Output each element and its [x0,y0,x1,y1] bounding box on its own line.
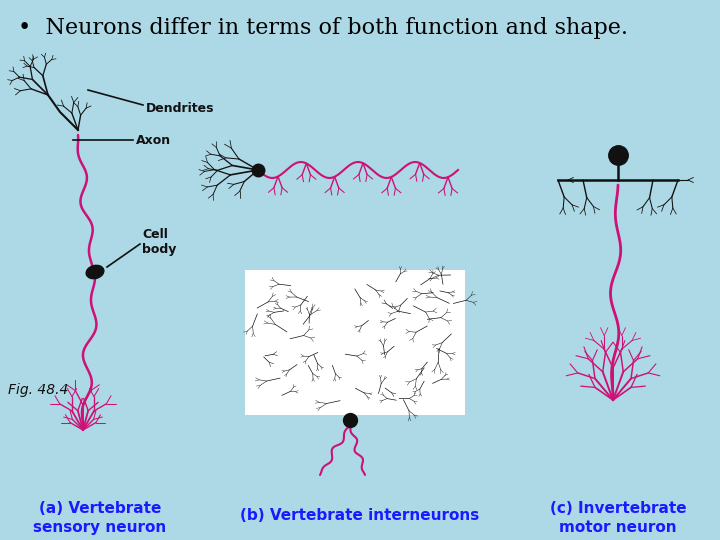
Text: (a) Vertebrate
sensory neuron: (a) Vertebrate sensory neuron [33,501,166,535]
Text: (b) Vertebrate interneurons: (b) Vertebrate interneurons [240,508,480,523]
Text: Axon: Axon [136,133,171,146]
Text: •  Neurons differ in terms of both function and shape.: • Neurons differ in terms of both functi… [18,17,628,39]
Text: Fig. 48.4: Fig. 48.4 [8,383,68,397]
Text: Cell
body: Cell body [142,227,176,256]
Ellipse shape [86,265,104,279]
Text: (c) Invertebrate
motor neuron: (c) Invertebrate motor neuron [549,501,686,535]
Text: Dendrites: Dendrites [146,102,215,114]
FancyBboxPatch shape [245,270,465,415]
